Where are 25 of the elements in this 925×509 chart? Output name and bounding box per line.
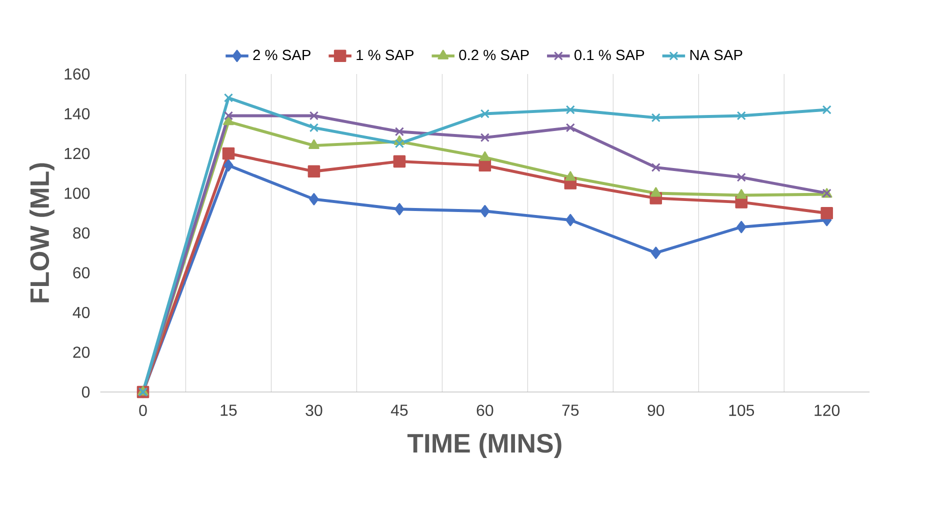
x-tick-label: 90: [648, 404, 664, 416]
x-tick-label: 75: [562, 404, 579, 416]
x-tick-label: 15: [220, 404, 237, 416]
legend-label: 2 % SAP: [253, 50, 310, 60]
legend-label: 0.2 % SAP: [459, 50, 529, 60]
y-tick-label: 100: [64, 188, 90, 199]
y-tick-label: 140: [64, 108, 90, 120]
x-tick-label: 60: [476, 404, 494, 416]
x-tick-label: 105: [729, 404, 754, 416]
x-tick-label: 0: [139, 404, 147, 416]
y-tick-label: 40: [72, 306, 90, 318]
y-tick-label: 160: [64, 68, 90, 80]
y-tick-label: 0: [82, 386, 90, 398]
legend-label: NA SAP: [690, 50, 742, 60]
y-tick-label: 20: [73, 346, 90, 358]
legend-label: 0.1 % SAP: [574, 50, 644, 60]
legend-label: 1 % SAP: [356, 50, 414, 60]
x-tick-label: 45: [390, 404, 408, 416]
x-tick-label: 120: [814, 404, 840, 416]
y-tick-label: 80: [73, 227, 90, 239]
y-axis-title: FLOW (ML): [30, 163, 54, 302]
y-tick-label: 120: [64, 148, 90, 160]
x-tick-label: 30: [306, 404, 322, 416]
x-axis-title: TIME (MINS): [407, 433, 562, 458]
y-tick-label: 60: [73, 267, 90, 278]
